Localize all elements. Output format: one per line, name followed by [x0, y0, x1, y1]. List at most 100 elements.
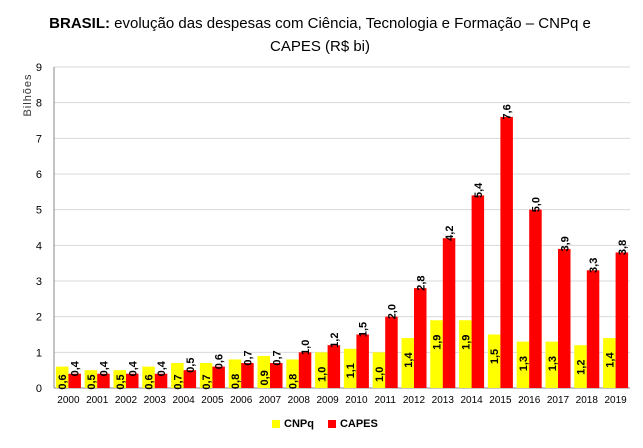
data-label-cnpq-2013: 1,9 — [432, 335, 444, 350]
x-tick-label: 2017 — [547, 395, 570, 406]
data-label-cnpq-2016: 1,3 — [518, 356, 530, 371]
chart-title: BRASIL: evolução das despesas com Ciênci… — [40, 12, 600, 58]
bar-cnpq-2014 — [459, 320, 472, 388]
bar-cnpq-2002 — [113, 370, 126, 388]
bar-cnpq-2018 — [574, 345, 587, 388]
bar-cnpq-2015 — [487, 334, 501, 388]
bar-capes-2015 — [500, 116, 513, 388]
x-tick-label: 2004 — [172, 395, 195, 406]
bar-cnpq-2010 — [343, 348, 357, 388]
bar-cnpq-2011 — [372, 352, 386, 388]
y-tick-label: 8 — [36, 98, 42, 110]
data-label-capes-2018: 3,3 — [588, 258, 600, 273]
legend-item-capes: CAPES — [327, 418, 378, 430]
x-tick-label: 2000 — [57, 395, 80, 406]
legend-item-cnpq: CNPq — [272, 418, 314, 430]
x-tick-label: 2019 — [604, 395, 627, 406]
bar-capes-2016 — [529, 209, 542, 388]
data-label-capes-2005: 0,6 — [214, 354, 226, 369]
bar-cnpq-2012 — [401, 338, 414, 388]
bar-cnpq-2004 — [171, 363, 184, 388]
bar-capes-2005 — [212, 366, 225, 388]
y-tick-label: 7 — [36, 133, 42, 145]
y-tick-label: 3 — [36, 276, 42, 288]
chart-title-bold: BRASIL: — [49, 15, 110, 32]
data-label-cnpq-2005: 0,7 — [201, 374, 213, 389]
bar-capes-2010 — [356, 334, 369, 388]
data-label-cnpq-2000: 0,6 — [57, 374, 69, 389]
data-label-cnpq-2012: 1,4 — [403, 352, 415, 368]
data-label-capes-2013: 4,2 — [444, 226, 456, 241]
legend: CNPq CAPES — [272, 418, 378, 430]
legend-swatch-capes — [327, 420, 336, 428]
x-tick-label: 2010 — [345, 395, 368, 406]
data-label-cnpq-2018: 1,2 — [576, 360, 588, 375]
bar-capes-2011 — [385, 316, 398, 388]
data-label-cnpq-2003: 0,6 — [144, 374, 156, 389]
x-tick-label: 2001 — [86, 395, 109, 406]
chart-title-rest: evolução das despesas com Ciência, Tecno… — [110, 15, 591, 55]
data-label-capes-2008: 1,0 — [300, 340, 312, 355]
x-tick-label: 2009 — [316, 395, 339, 406]
data-label-capes-2006: 0,7 — [242, 350, 254, 365]
y-tick-label: 4 — [36, 240, 42, 252]
data-label-capes-2019: 3,8 — [617, 240, 629, 255]
data-label-cnpq-2014: 1,9 — [460, 335, 472, 350]
bar-cnpq-2001 — [84, 370, 98, 388]
bar-capes-2013 — [442, 238, 456, 388]
data-label-cnpq-2011: 1,0 — [374, 367, 386, 382]
bar-cnpq-2017 — [545, 341, 558, 388]
bar-capes-2006 — [241, 363, 254, 388]
bar-cnpq-2013 — [430, 320, 443, 388]
bar-capes-2019 — [615, 252, 629, 388]
data-label-capes-2004: 0,5 — [185, 358, 197, 373]
x-tick-label: 2014 — [460, 395, 483, 406]
data-label-capes-2000: 0,4 — [70, 360, 82, 376]
x-tick-label: 2012 — [403, 395, 426, 406]
y-tick-label: 1 — [36, 347, 42, 359]
data-label-cnpq-2015: 1,5 — [489, 349, 501, 364]
x-tick-label: 2005 — [201, 395, 224, 406]
data-label-cnpq-2001: 0,5 — [86, 374, 98, 389]
x-tick-label: 2015 — [489, 395, 512, 406]
data-label-cnpq-2010: 1,1 — [345, 363, 357, 378]
bar-cnpq-2006 — [228, 359, 242, 388]
x-tick-label: 2018 — [576, 395, 599, 406]
y-axis-title: Bilhões — [22, 73, 34, 116]
bar-capes-2003 — [154, 373, 168, 388]
bar-cnpq-2019 — [603, 338, 616, 388]
legend-label-cnpq: CNPq — [284, 418, 314, 430]
bar-cnpq-2007 — [257, 355, 270, 388]
bar-capes-2017 — [558, 248, 571, 388]
data-label-capes-2016: 5,0 — [530, 197, 542, 212]
bar-cnpq-2009 — [315, 352, 328, 388]
bar-capes-2008 — [298, 352, 312, 388]
y-tick-label: 0 — [36, 383, 42, 395]
bar-capes-2000 — [68, 373, 81, 388]
x-tick-label: 2003 — [144, 395, 167, 406]
data-label-capes-2009: 1,2 — [329, 333, 341, 348]
data-label-cnpq-2017: 1,3 — [547, 356, 559, 371]
data-label-cnpq-2004: 0,7 — [172, 374, 184, 389]
bar-cnpq-2005 — [199, 363, 213, 388]
data-label-cnpq-2008: 0,8 — [288, 374, 300, 389]
legend-swatch-cnpq — [272, 420, 280, 428]
data-label-cnpq-2019: 1,4 — [604, 352, 616, 368]
y-tick-label: 2 — [36, 312, 42, 324]
x-tick-label: 2008 — [288, 395, 311, 406]
bar-capes-2002 — [126, 373, 139, 388]
y-tick-label: 9 — [36, 62, 42, 74]
x-tick-label: 2016 — [518, 395, 541, 406]
bar-capes-2007 — [270, 363, 283, 388]
bar-capes-2014 — [471, 195, 485, 388]
data-label-capes-2001: 0,4 — [98, 360, 110, 376]
y-tick-label: 5 — [36, 205, 42, 217]
bar-cnpq-2016 — [516, 341, 530, 388]
data-label-cnpq-2002: 0,5 — [115, 374, 127, 389]
y-tick-label: 6 — [36, 169, 42, 181]
bar-capes-2009 — [327, 345, 341, 388]
data-label-capes-2015: 7,6 — [502, 104, 514, 119]
data-label-cnpq-2006: 0,8 — [230, 374, 242, 389]
bar-capes-2001 — [97, 373, 110, 388]
